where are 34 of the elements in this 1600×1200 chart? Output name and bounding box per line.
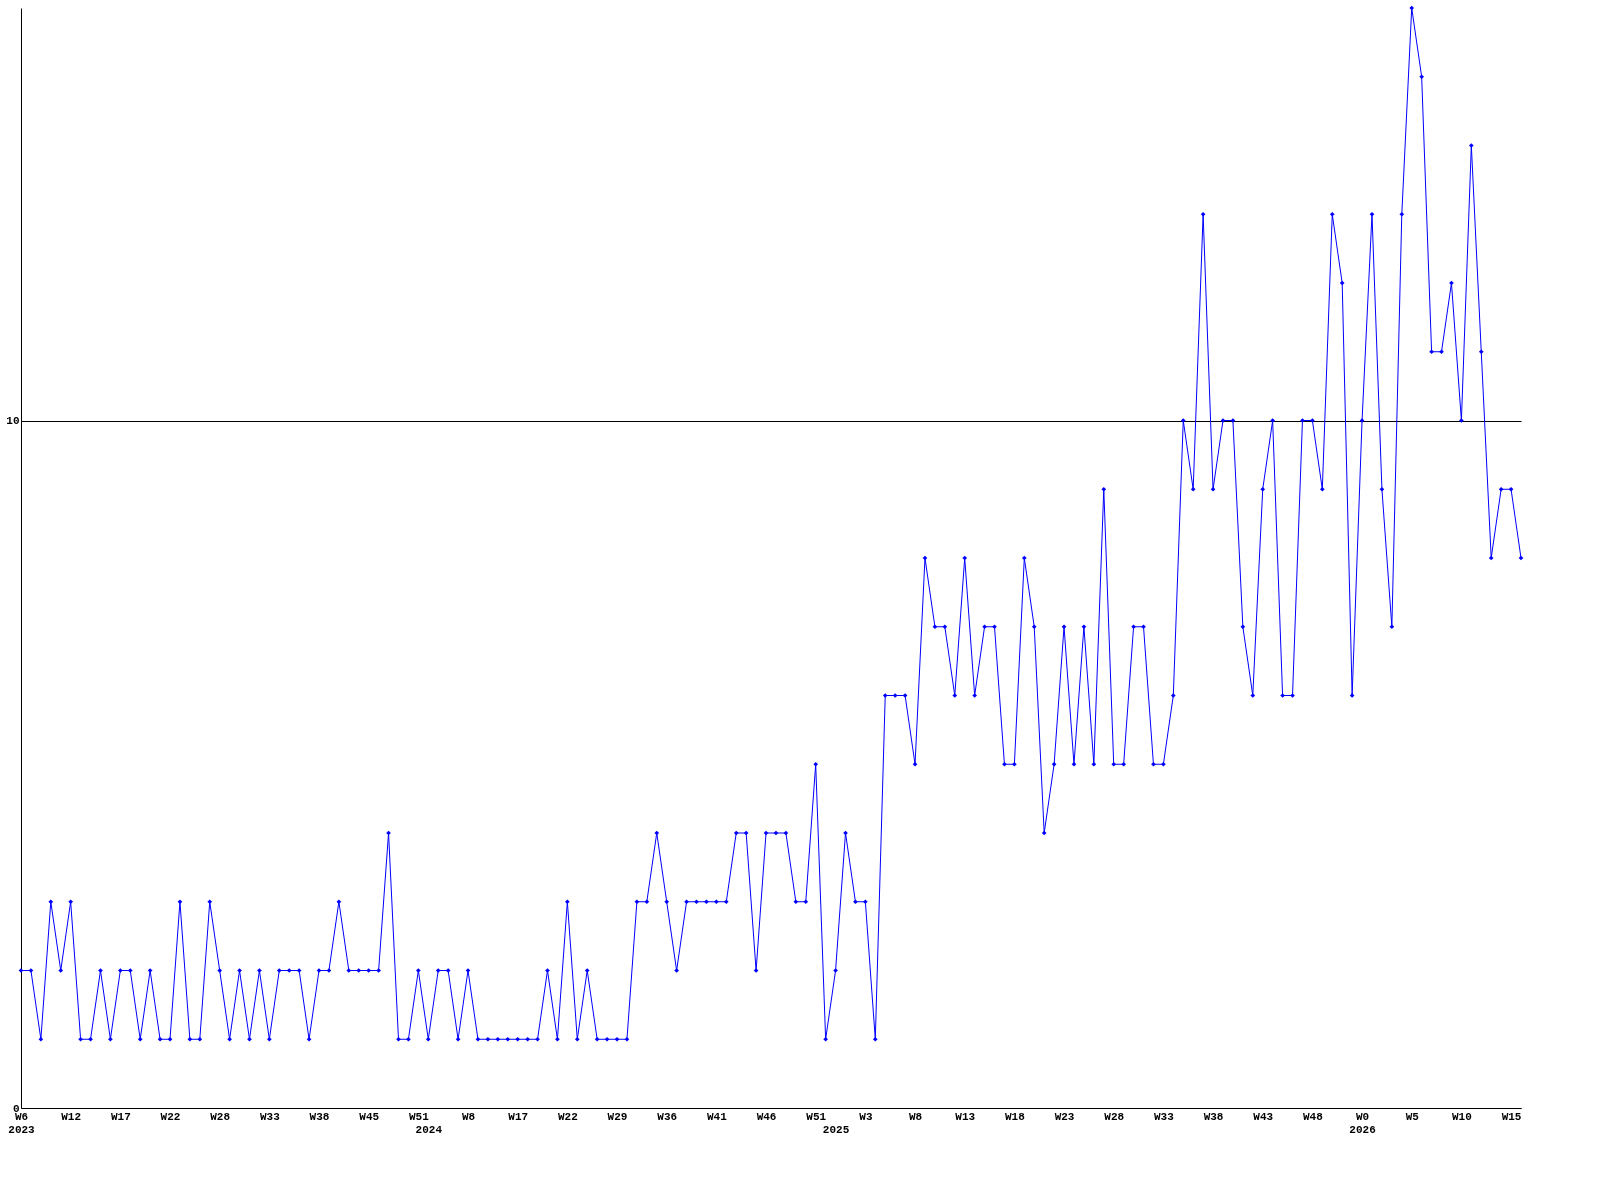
x-tick-label: W3 xyxy=(859,1110,873,1123)
x-tick-label: W36 xyxy=(657,1110,678,1123)
x-tick-label: W8 xyxy=(461,1110,476,1123)
x-tick-label: W41 xyxy=(706,1110,728,1123)
x-tick-label: W51 xyxy=(408,1110,430,1123)
x-tick-label: W10 xyxy=(1451,1110,1472,1123)
x-tick-label: W17 xyxy=(508,1110,529,1123)
x-tick-label: W28 xyxy=(1104,1110,1125,1123)
x-tick-label: 2024 xyxy=(415,1123,443,1136)
y-tick-label: 10 xyxy=(6,415,20,427)
x-tick-label: W17 xyxy=(110,1110,131,1123)
x-tick-label: W12 xyxy=(61,1110,82,1123)
x-tick-label: W33 xyxy=(1153,1110,1175,1123)
x-tick-label: W22 xyxy=(557,1110,578,1123)
x-tick-label: W51 xyxy=(806,1110,827,1123)
x-tick-label: W13 xyxy=(955,1110,976,1123)
x-tick-label: W8 xyxy=(908,1110,923,1123)
x-tick-label: W22 xyxy=(160,1110,181,1123)
x-tick-label: W5 xyxy=(1405,1110,1420,1123)
x-tick-label: W38 xyxy=(309,1110,330,1123)
x-tick-label: W46 xyxy=(756,1110,777,1123)
x-tick-label: W48 xyxy=(1302,1110,1324,1123)
x-tick-label: W28 xyxy=(210,1110,231,1123)
x-tick-label: W43 xyxy=(1253,1110,1274,1123)
x-tick-label: W18 xyxy=(1004,1110,1026,1123)
x-tick-label: 2025 xyxy=(822,1123,850,1136)
x-tick-label: W33 xyxy=(259,1110,281,1123)
x-tick-label: W45 xyxy=(359,1110,380,1123)
x-tick-label: W38 xyxy=(1203,1110,1224,1123)
x-tick-label: W0 2026 xyxy=(1349,1110,1376,1136)
x-tick-label: W23 xyxy=(1054,1110,1075,1123)
x-tick-label: W15 xyxy=(1501,1110,1522,1123)
x-tick-label: W29 xyxy=(607,1110,628,1123)
x-tick-label: W6 2023 xyxy=(8,1110,36,1136)
